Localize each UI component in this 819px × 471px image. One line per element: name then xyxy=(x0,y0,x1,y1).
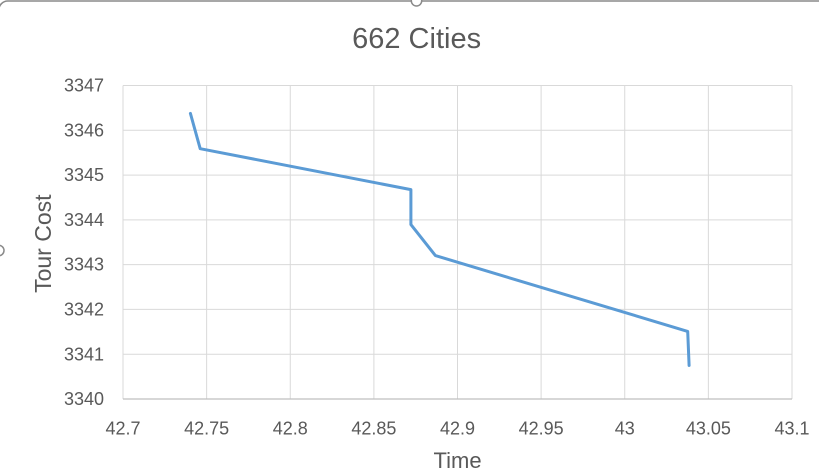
svg-text:43.1: 43.1 xyxy=(774,419,809,439)
svg-text:3340: 3340 xyxy=(64,389,104,409)
svg-text:42.75: 42.75 xyxy=(184,419,229,439)
svg-text:662 Cities: 662 Cities xyxy=(352,23,481,55)
svg-text:42.9: 42.9 xyxy=(440,419,475,439)
svg-text:43: 43 xyxy=(615,419,635,439)
svg-text:42.7: 42.7 xyxy=(105,419,140,439)
svg-text:42.95: 42.95 xyxy=(519,419,564,439)
svg-text:3343: 3343 xyxy=(64,255,104,275)
svg-text:42.8: 42.8 xyxy=(273,419,308,439)
svg-text:3347: 3347 xyxy=(64,76,104,96)
svg-text:3341: 3341 xyxy=(64,344,104,364)
svg-text:43.05: 43.05 xyxy=(686,419,731,439)
svg-text:Time: Time xyxy=(434,448,482,471)
svg-text:3345: 3345 xyxy=(64,165,104,185)
svg-text:3342: 3342 xyxy=(64,300,104,320)
svg-text:3344: 3344 xyxy=(64,210,104,230)
svg-text:42.85: 42.85 xyxy=(351,419,396,439)
svg-text:3346: 3346 xyxy=(64,120,104,140)
svg-text:Tour Cost: Tour Cost xyxy=(30,194,56,293)
